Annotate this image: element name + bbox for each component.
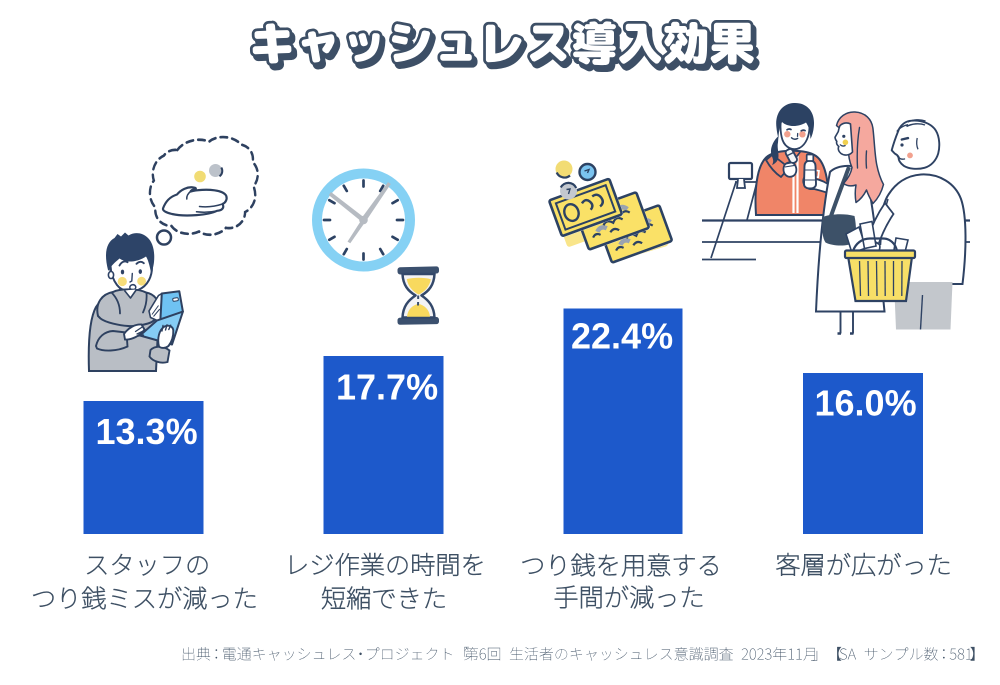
svg-text:13.3%: 13.3% — [96, 411, 198, 452]
svg-text:16.0%: 16.0% — [815, 383, 917, 424]
svg-text:17.7%: 17.7% — [336, 366, 438, 407]
svg-text:22.4%: 22.4% — [571, 316, 673, 357]
